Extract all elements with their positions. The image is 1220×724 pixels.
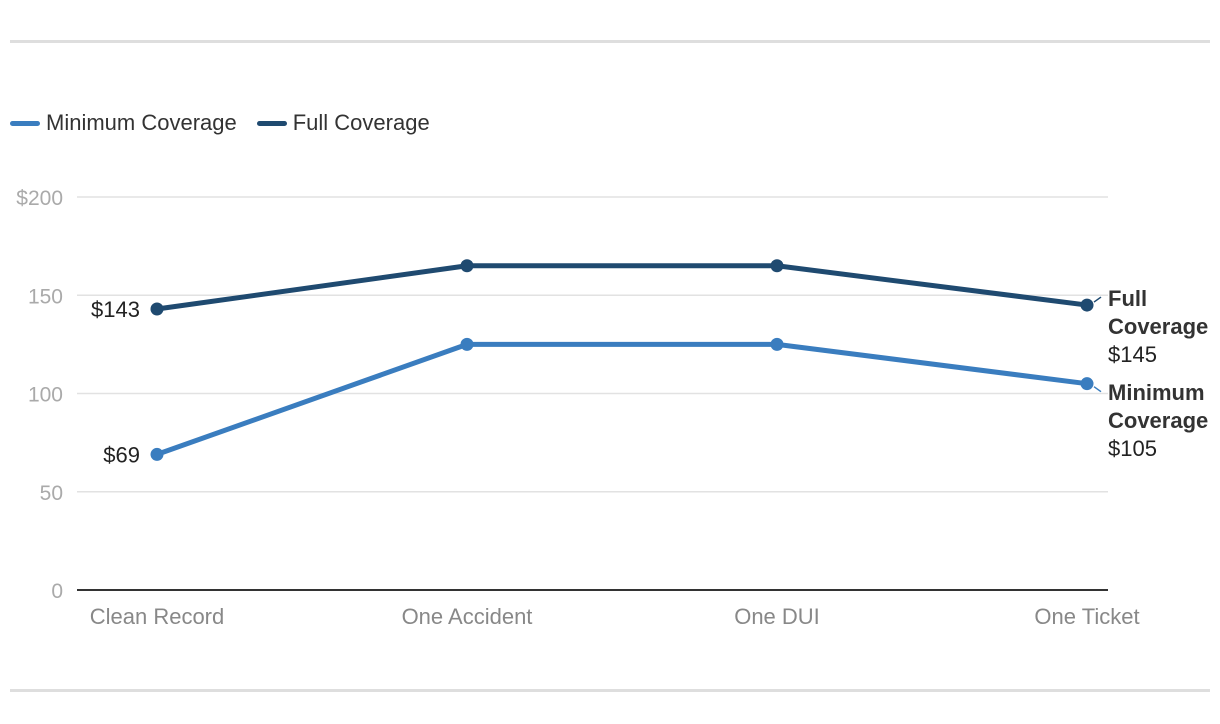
data-point bbox=[770, 337, 784, 351]
series-line-minimum bbox=[156, 341, 1088, 457]
data-point bbox=[1080, 377, 1094, 391]
series-line-full bbox=[156, 263, 1088, 312]
legend-item-full[interactable]: Full Coverage bbox=[256, 110, 430, 136]
y-tick-label: $200 bbox=[16, 187, 63, 210]
y-tick-label: 100 bbox=[28, 384, 63, 407]
end-series-label: Full bbox=[1108, 286, 1147, 311]
legend-swatch bbox=[10, 120, 40, 126]
legend-swatch bbox=[256, 120, 287, 126]
data-point bbox=[150, 302, 164, 316]
end-value-label: $105 bbox=[1108, 436, 1157, 461]
start-value-label: $69 bbox=[103, 442, 140, 467]
legend: Minimum Coverage Full Coverage bbox=[10, 110, 430, 136]
data-point bbox=[460, 337, 474, 351]
x-tick-label: One DUI bbox=[734, 604, 820, 629]
data-point bbox=[460, 259, 474, 273]
end-value-label: $145 bbox=[1108, 342, 1157, 367]
legend-label: Minimum Coverage bbox=[46, 110, 237, 135]
y-tick-label: 50 bbox=[40, 482, 63, 505]
data-point bbox=[770, 259, 784, 273]
x-tick-label: Clean Record bbox=[90, 604, 225, 629]
legend-item-minimum[interactable]: Minimum Coverage bbox=[10, 110, 237, 136]
end-series-label: Coverage bbox=[1108, 314, 1208, 339]
label-connector bbox=[1093, 386, 1102, 393]
end-series-label: Coverage bbox=[1108, 408, 1208, 433]
y-tick-label: 0 bbox=[51, 580, 63, 603]
data-point bbox=[150, 447, 164, 461]
data-point bbox=[1080, 298, 1094, 312]
y-tick-label: 150 bbox=[28, 285, 63, 308]
start-value-label: $143 bbox=[91, 297, 140, 322]
end-series-label: Minimum bbox=[1108, 380, 1205, 405]
top-divider bbox=[10, 40, 1210, 43]
label-connector bbox=[1093, 296, 1102, 303]
x-tick-label: One Ticket bbox=[1034, 604, 1139, 629]
x-tick-label: One Accident bbox=[402, 604, 533, 629]
legend-label: Full Coverage bbox=[292, 110, 430, 135]
bottom-divider bbox=[10, 689, 1210, 692]
